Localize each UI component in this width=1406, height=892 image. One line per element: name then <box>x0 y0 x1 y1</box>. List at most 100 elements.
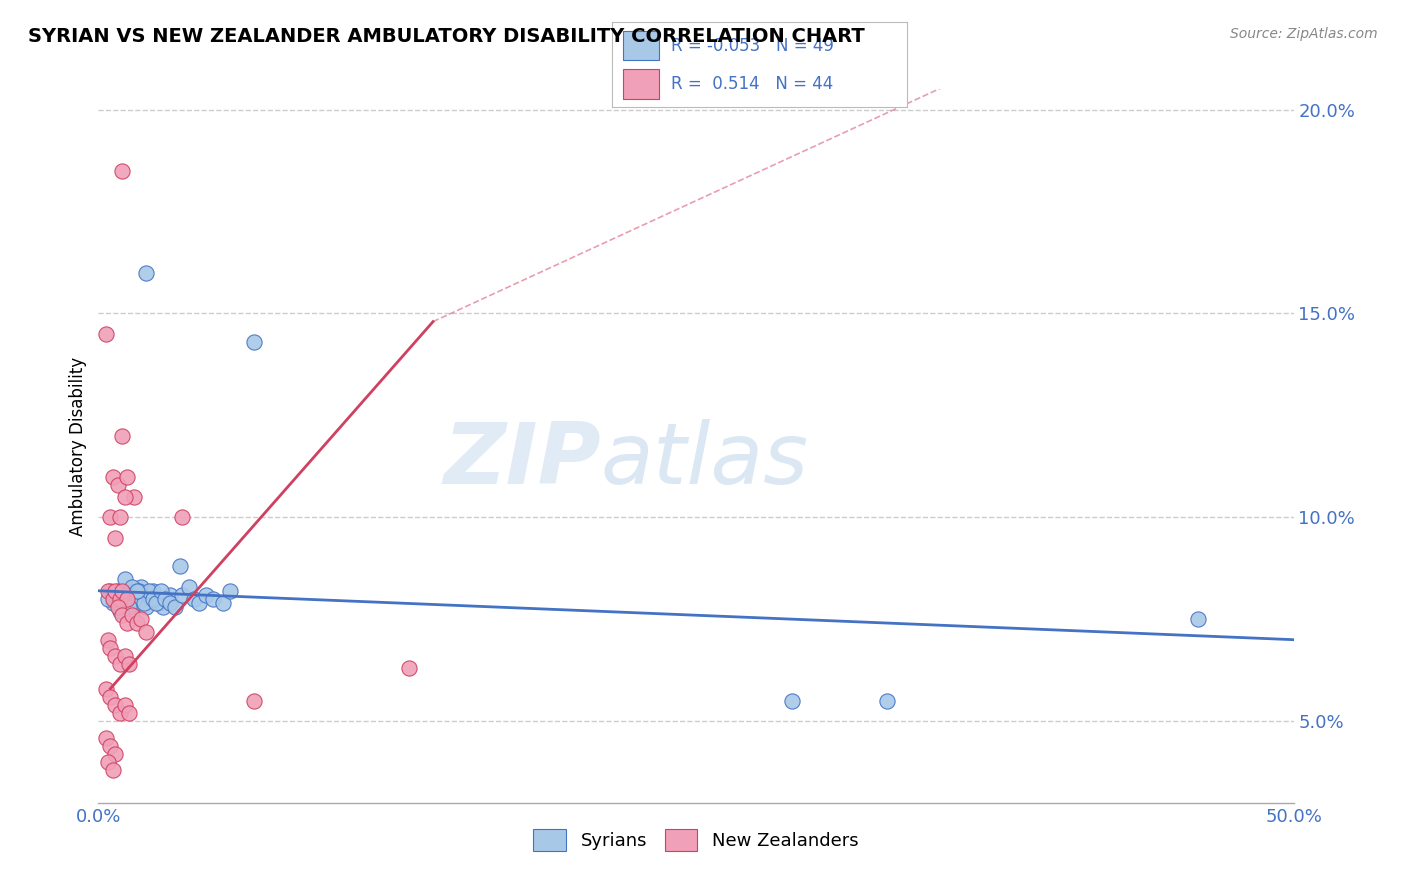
Point <box>142 591 165 606</box>
Point <box>202 591 225 606</box>
Point <box>107 596 129 610</box>
Point <box>98 739 122 753</box>
Point <box>155 591 177 606</box>
Point <box>97 632 120 647</box>
Point <box>104 531 127 545</box>
Point <box>125 596 148 610</box>
Point <box>125 583 148 598</box>
Point <box>98 583 122 598</box>
Point <box>111 608 134 623</box>
Point <box>111 591 134 606</box>
Legend: Syrians, New Zealanders: Syrians, New Zealanders <box>526 822 866 858</box>
Point <box>94 326 117 341</box>
Point <box>98 690 122 704</box>
Point <box>172 510 194 524</box>
Point <box>118 706 141 720</box>
Point <box>108 706 131 720</box>
Point <box>121 608 143 623</box>
Point <box>125 616 148 631</box>
Point <box>104 648 127 663</box>
Point <box>94 731 117 745</box>
Point <box>219 583 242 598</box>
Point <box>149 583 172 598</box>
Point <box>118 657 141 672</box>
Point <box>152 600 174 615</box>
Text: R =  0.514   N = 44: R = 0.514 N = 44 <box>671 75 832 93</box>
Point <box>135 600 157 615</box>
Point <box>142 583 165 598</box>
Point <box>97 591 120 606</box>
Point <box>398 661 420 675</box>
Point <box>124 490 146 504</box>
Text: R = -0.053   N = 49: R = -0.053 N = 49 <box>671 37 834 54</box>
Point <box>780 694 803 708</box>
Point <box>131 580 153 594</box>
Text: atlas: atlas <box>600 418 808 502</box>
Point <box>195 588 218 602</box>
Point <box>101 469 124 483</box>
Point <box>97 755 120 769</box>
Point <box>108 510 131 524</box>
Point <box>101 763 124 777</box>
Point <box>108 604 131 618</box>
Point <box>94 681 117 696</box>
Point <box>104 698 127 712</box>
Text: Source: ZipAtlas.com: Source: ZipAtlas.com <box>1230 27 1378 41</box>
Point <box>159 596 181 610</box>
Point <box>114 648 136 663</box>
Bar <box>623 69 659 99</box>
Point <box>118 600 141 615</box>
Point <box>115 588 138 602</box>
Point <box>98 640 122 655</box>
Point <box>132 596 155 610</box>
Point <box>111 583 134 598</box>
Point <box>211 596 233 610</box>
Point <box>108 591 131 606</box>
Point <box>118 583 141 598</box>
Point <box>135 266 157 280</box>
Point <box>101 596 124 610</box>
Point <box>135 624 157 639</box>
Text: ZIP: ZIP <box>443 418 600 502</box>
Point <box>114 572 136 586</box>
Point <box>139 591 162 606</box>
Point <box>172 588 194 602</box>
Point <box>107 477 129 491</box>
Y-axis label: Ambulatory Disability: Ambulatory Disability <box>69 357 87 535</box>
Point <box>124 588 146 602</box>
Point <box>98 510 122 524</box>
Point <box>243 694 266 708</box>
Text: SYRIAN VS NEW ZEALANDER AMBULATORY DISABILITY CORRELATION CHART: SYRIAN VS NEW ZEALANDER AMBULATORY DISAB… <box>28 27 865 45</box>
Point <box>97 583 120 598</box>
Point <box>114 698 136 712</box>
Point <box>128 583 150 598</box>
Point <box>101 588 124 602</box>
Point <box>183 591 205 606</box>
Point <box>111 429 134 443</box>
Bar <box>623 30 659 61</box>
Point <box>131 612 153 626</box>
Point <box>115 600 138 615</box>
Point <box>163 600 186 615</box>
Point <box>115 591 138 606</box>
Point <box>243 334 266 349</box>
Point <box>876 694 898 708</box>
Point <box>115 616 138 631</box>
Point <box>124 591 146 606</box>
Point <box>114 490 136 504</box>
Point <box>1187 612 1209 626</box>
Point <box>101 591 124 606</box>
Point <box>107 600 129 615</box>
Point <box>159 588 181 602</box>
Point <box>169 559 191 574</box>
Point <box>148 596 170 610</box>
Point <box>108 657 131 672</box>
Point <box>115 469 138 483</box>
Point <box>187 596 209 610</box>
Point <box>104 747 127 761</box>
Point <box>111 591 134 606</box>
Point <box>111 163 134 178</box>
Point <box>179 580 201 594</box>
Point <box>104 583 127 598</box>
Point <box>107 583 129 598</box>
